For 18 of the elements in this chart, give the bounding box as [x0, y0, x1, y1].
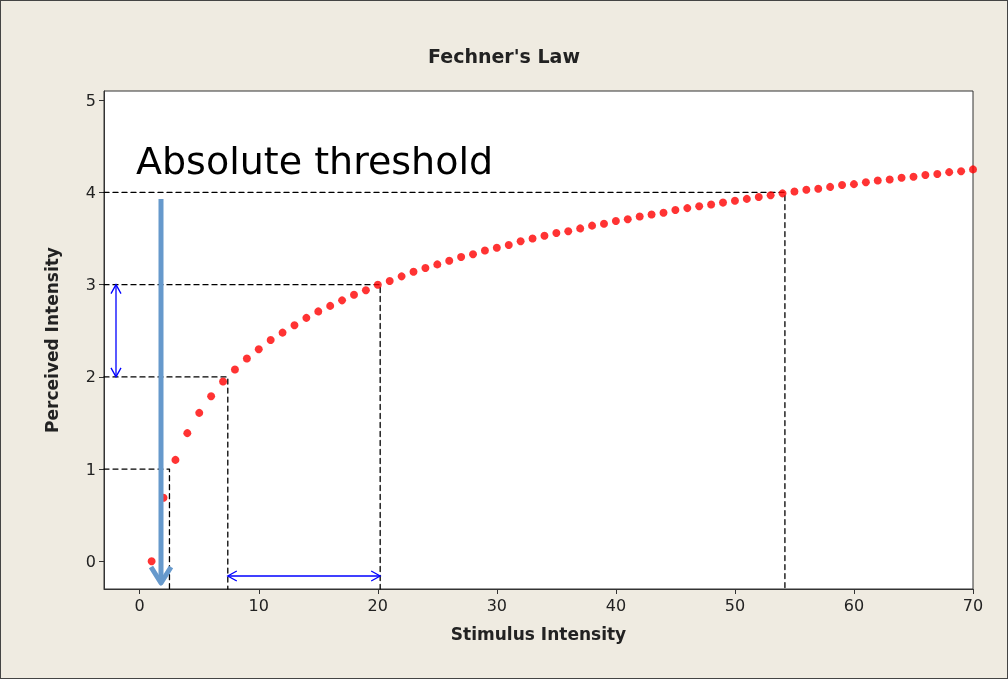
chart-title: Fechner's Law	[428, 44, 580, 67]
y-tick-label: 3	[85, 275, 96, 295]
annotation: Absolute threshold	[136, 139, 494, 183]
x-tick-label: 30	[486, 595, 508, 615]
x-tick-label: 10	[248, 595, 269, 615]
x-tick-label: 70	[962, 595, 984, 615]
y-tick-label: 4	[85, 182, 96, 202]
x-tick-label: 0	[134, 595, 145, 615]
y-tick-label: 2	[85, 367, 96, 387]
y-axis-title: Perceived Intensity	[41, 247, 62, 433]
x-tick-label: 40	[605, 595, 627, 615]
x-tick-label: 20	[367, 595, 388, 615]
x-axis-title: Stimulus Intensity	[450, 623, 627, 644]
x-tick-label: 50	[724, 595, 746, 615]
y-tick-label: 1	[85, 459, 96, 479]
y-tick-label: 0	[85, 551, 96, 571]
x-tick-label: 60	[843, 595, 865, 615]
y-tick-label: 5	[85, 90, 96, 110]
